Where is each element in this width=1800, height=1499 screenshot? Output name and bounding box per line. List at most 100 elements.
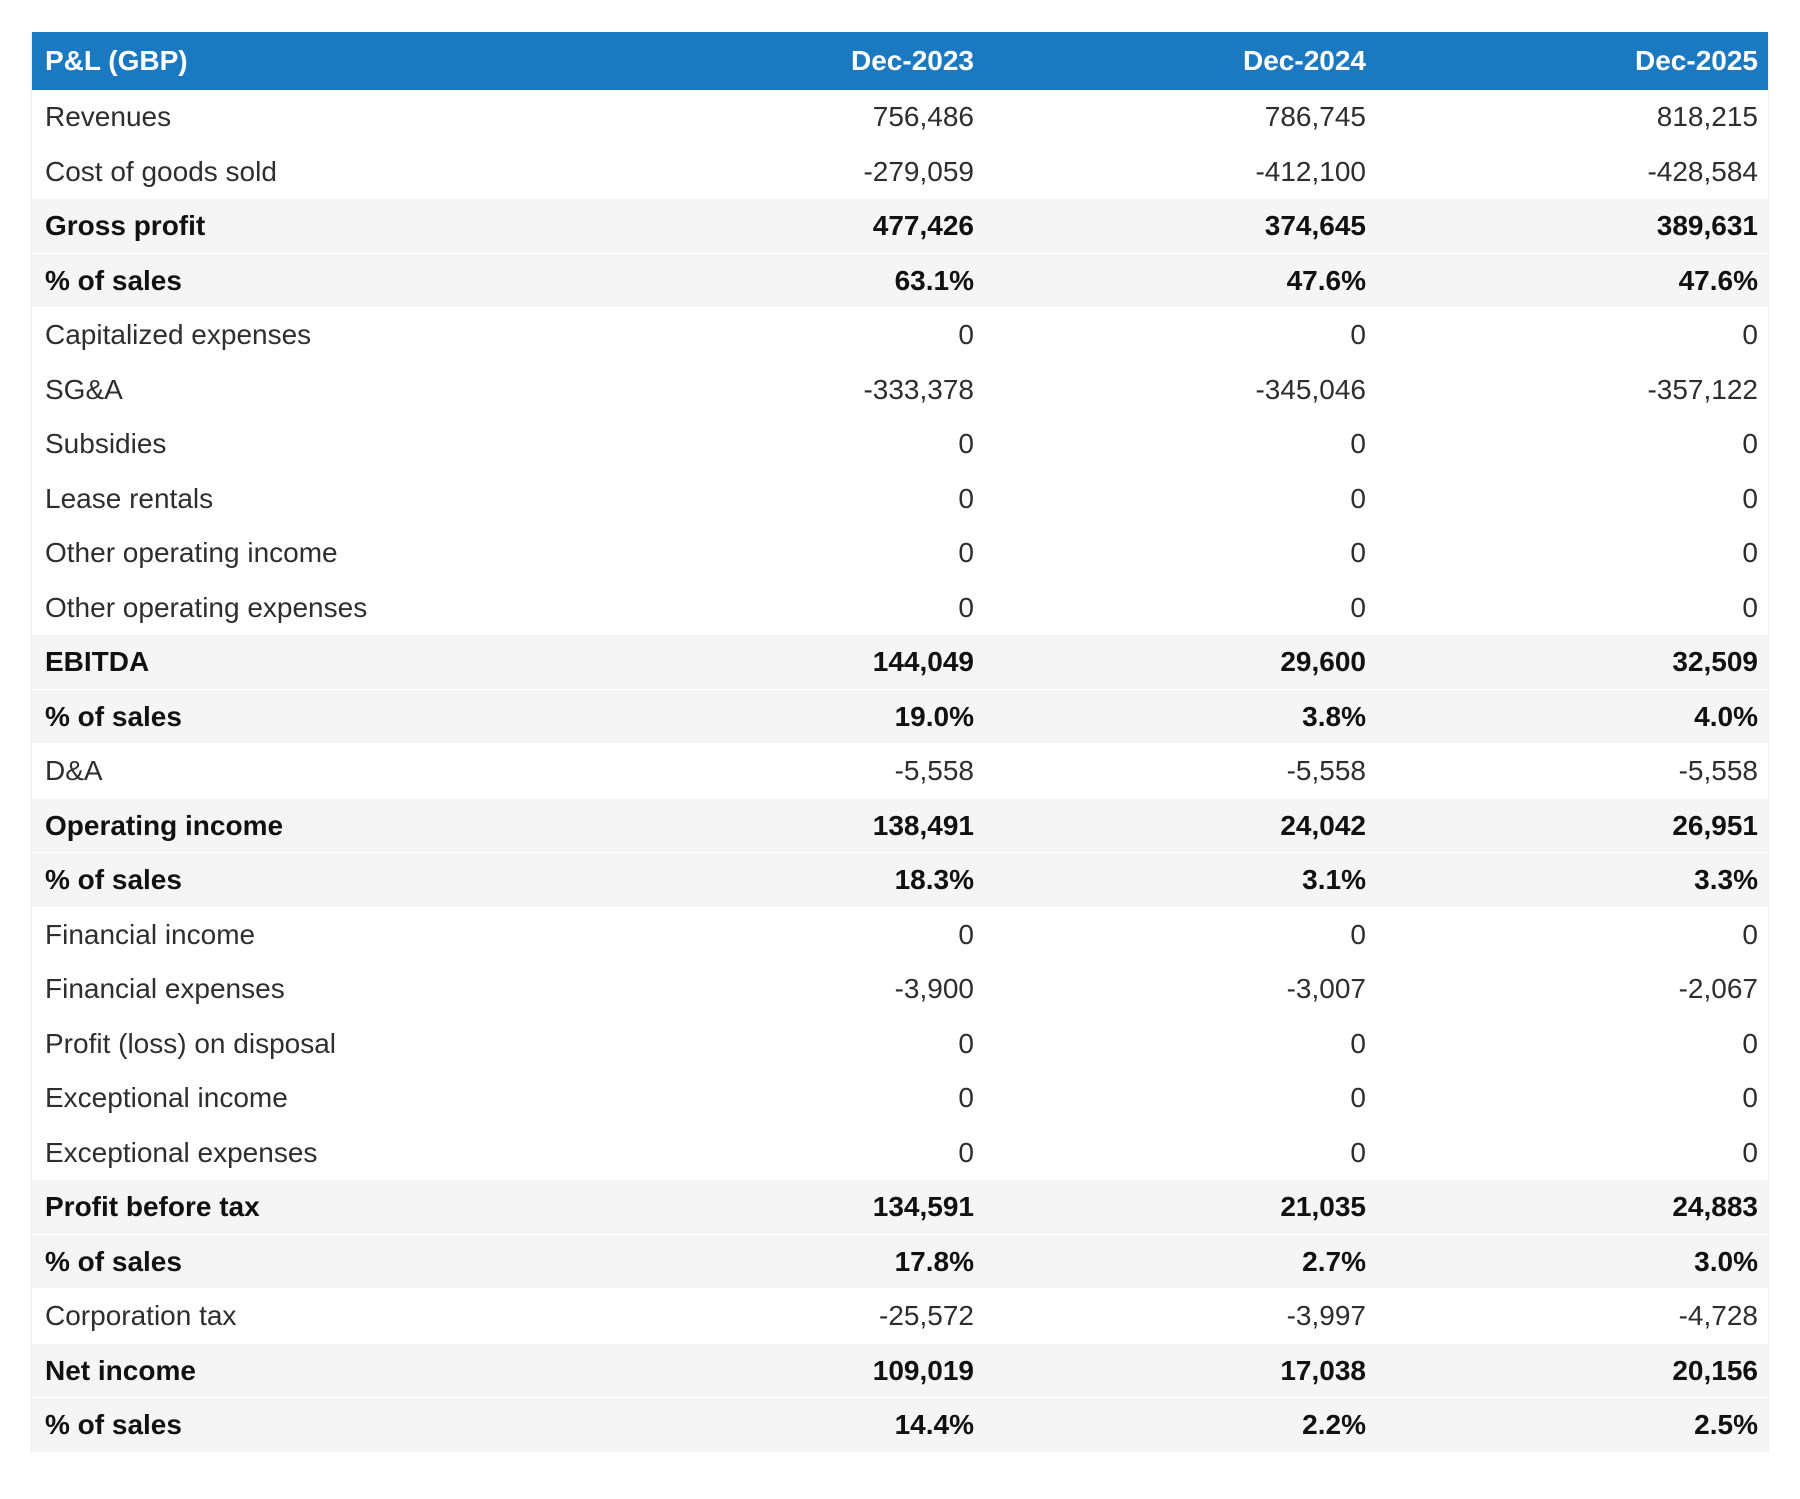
row-value: -333,378: [863, 373, 974, 405]
row-label: Lease rentals: [45, 482, 214, 514]
row-value: -25,572: [879, 1300, 974, 1331]
row-value: 0: [1350, 1027, 1366, 1059]
header-col-dec-2024: Dec-2024: [1243, 45, 1366, 76]
table-row: D&A -5,558 -5,558 -5,558: [32, 744, 1768, 799]
row-value: 3.3%: [1694, 864, 1758, 895]
row-value: 19.0%: [894, 700, 974, 732]
row-label: D&A: [45, 755, 103, 786]
row-value: 24,042: [1280, 809, 1366, 841]
row-label: Exceptional expenses: [45, 1136, 318, 1168]
row-value: 374,645: [1264, 210, 1366, 241]
row-value: -3,007: [1286, 973, 1366, 1004]
row-value: 17.8%: [894, 1245, 974, 1277]
row-label: Financial income: [45, 918, 256, 950]
row-value: 3.8%: [1302, 700, 1366, 732]
table-header-row: P&L (GBP) Dec-2023 Dec-2024 Dec-2025: [32, 32, 1768, 90]
row-label: % of sales: [45, 1245, 182, 1277]
row-value: 786,745: [1264, 101, 1366, 132]
row-value: 0: [1350, 319, 1366, 350]
row-value: 47.6%: [1286, 264, 1366, 296]
row-value: 32,509: [1672, 646, 1758, 677]
row-value: 3.0%: [1694, 1245, 1758, 1277]
table-row: % of sales 14.4% 2.2% 2.5%: [32, 1398, 1768, 1453]
row-value: 0: [1742, 537, 1758, 568]
header-title: P&L (GBP): [45, 45, 188, 76]
row-label: Financial expenses: [45, 973, 285, 1004]
row-value: -5,558: [1286, 755, 1366, 786]
row-value: -5,558: [894, 755, 974, 786]
row-label: Cost of goods sold: [45, 155, 277, 187]
row-value: -412,100: [1255, 155, 1366, 187]
row-label: Other operating expenses: [45, 591, 368, 623]
row-value: -357,122: [1647, 373, 1758, 405]
row-value: 818,215: [1656, 101, 1758, 132]
table-row: Exceptional income 0 0 0: [32, 1071, 1768, 1126]
row-value: -428,584: [1647, 155, 1758, 187]
row-label: % of sales: [45, 264, 182, 296]
header-col-dec-2025: Dec-2025: [1635, 45, 1758, 76]
row-label: % of sales: [45, 1409, 182, 1440]
row-value: 2.5%: [1694, 1409, 1758, 1440]
row-value: 0: [1350, 1136, 1366, 1168]
row-label: SG&A: [45, 373, 123, 405]
row-value: 0: [958, 918, 974, 950]
row-value: 0: [1742, 591, 1758, 623]
row-value: 134,591: [872, 1191, 974, 1222]
row-value: -2,067: [1678, 973, 1758, 1004]
row-value: 0: [1742, 482, 1758, 514]
row-label: % of sales: [45, 700, 182, 732]
row-label: % of sales: [45, 864, 182, 895]
row-value: -279,059: [863, 155, 974, 187]
table-row: Operating income 138,491 24,042 26,951: [32, 798, 1768, 853]
header-col-dec-2023: Dec-2023: [851, 45, 974, 76]
row-value: -345,046: [1255, 373, 1366, 405]
row-value: 63.1%: [894, 264, 974, 296]
row-value: 0: [958, 1136, 974, 1168]
row-label: Gross profit: [45, 210, 206, 241]
row-value: -3,900: [894, 973, 974, 1004]
row-value: 0: [1742, 1136, 1758, 1168]
row-value: 0: [1350, 482, 1366, 514]
row-value: 14.4%: [894, 1409, 974, 1440]
table-row: Financial expenses -3,900 -3,007 -2,067: [32, 962, 1768, 1017]
row-value: -4,728: [1678, 1300, 1758, 1331]
row-value: 0: [1350, 591, 1366, 623]
row-value: 21,035: [1280, 1191, 1366, 1222]
table-row: Financial income 0 0 0: [32, 907, 1768, 962]
row-value: 29,600: [1280, 646, 1366, 677]
row-value: 0: [958, 319, 974, 350]
table-row: % of sales 19.0% 3.8% 4.0%: [32, 689, 1768, 744]
row-value: 0: [958, 537, 974, 568]
row-value: 2.2%: [1302, 1409, 1366, 1440]
table-row: % of sales 18.3% 3.1% 3.3%: [32, 853, 1768, 908]
row-value: 0: [958, 1027, 974, 1059]
row-value: 0: [1742, 918, 1758, 950]
table-row: Lease rentals 0 0 0: [32, 471, 1768, 526]
table-row: Other operating income 0 0 0: [32, 526, 1768, 581]
row-value: 0: [1350, 918, 1366, 950]
table-row: Other operating expenses 0 0 0: [32, 580, 1768, 635]
row-value: 18.3%: [894, 864, 974, 895]
row-label: Subsidies: [45, 428, 167, 459]
row-label: Net income: [45, 1354, 196, 1386]
table-row: Cost of goods sold -279,059 -412,100 -428,5…: [32, 144, 1768, 199]
table-body: Revenues 756,486 786,745 818,215 Cost of goo…: [32, 90, 1768, 1453]
row-label: Profit (loss) on disposal: [45, 1027, 337, 1059]
row-value: -3,997: [1286, 1300, 1366, 1331]
row-value: 26,951: [1672, 809, 1758, 841]
row-value: 0: [1350, 537, 1366, 568]
row-value: 144,049: [872, 646, 974, 677]
row-value: 389,631: [1656, 210, 1758, 241]
table-row: % of sales 17.8% 2.7% 3.0%: [32, 1234, 1768, 1289]
row-value: 109,019: [872, 1354, 974, 1386]
table-row: Subsidies 0 0 0: [32, 417, 1768, 472]
row-value: 0: [1742, 1082, 1758, 1113]
row-value: 24,883: [1672, 1191, 1758, 1222]
row-label: Capitalized expenses: [45, 319, 312, 350]
row-value: 3.1%: [1302, 864, 1366, 895]
row-value: -5,558: [1678, 755, 1758, 786]
table-row: Profit before tax 134,591 21,035 24,883: [32, 1180, 1768, 1235]
row-value: 0: [1350, 428, 1366, 459]
table-row: Exceptional expenses 0 0 0: [32, 1125, 1768, 1180]
